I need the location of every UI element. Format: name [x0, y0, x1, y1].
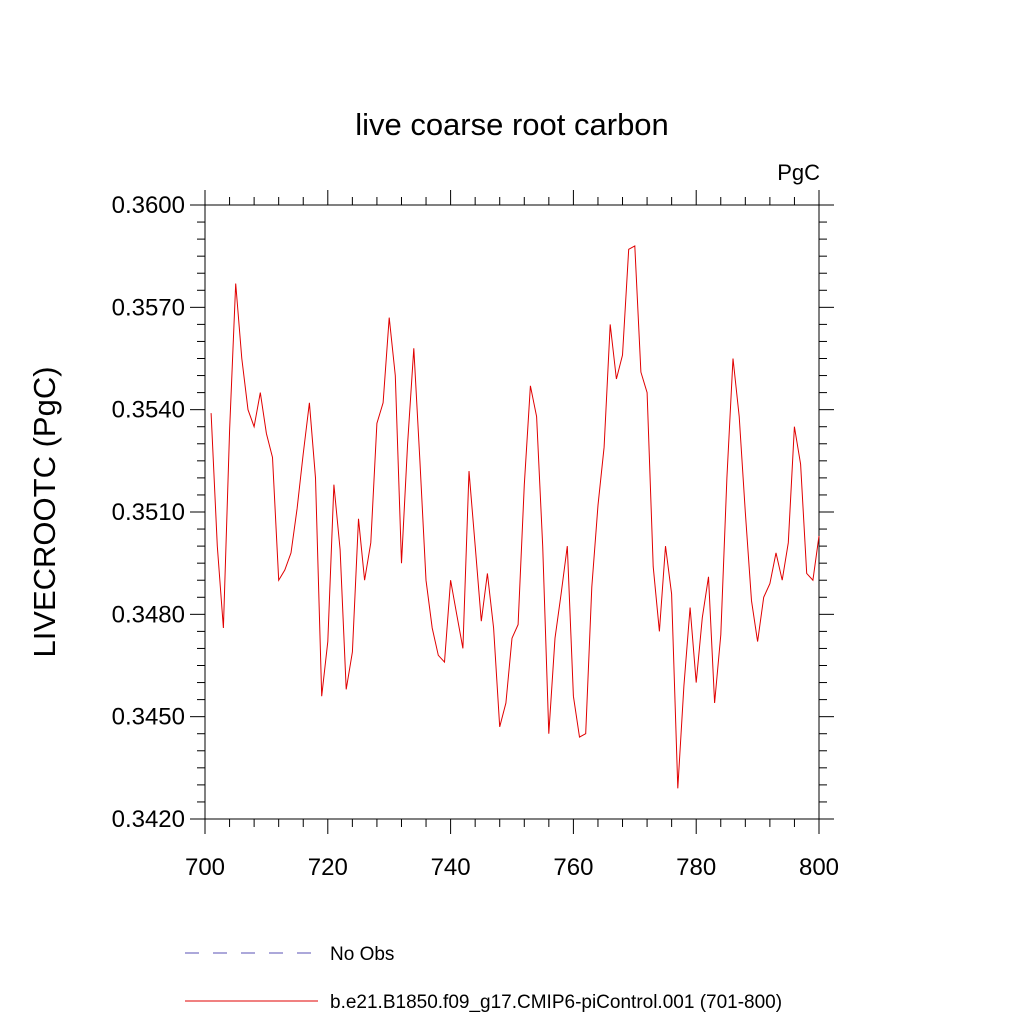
- y-tick-label: 0.3420: [112, 806, 185, 833]
- x-tick-label: 800: [799, 854, 839, 881]
- legend: No Obs b.e21.B1850.f09_g17.CMIP6-piContr…: [185, 944, 782, 1013]
- y-axis-label: LIVECROOTC (PgC): [27, 366, 62, 657]
- x-tick-label: 740: [431, 854, 471, 881]
- x-tick-label: 760: [553, 854, 593, 881]
- x-tick-label: 720: [308, 854, 348, 881]
- y-axis: 0.3420 0.3450 0.3480 0.3510 0.3540 0.3570 0.36…: [112, 192, 834, 833]
- plot-area: [204, 204, 820, 820]
- units-label: PgC: [777, 160, 820, 185]
- x-tick-label: 700: [185, 854, 225, 881]
- x-axis: 700 720 740 760 780 800: [185, 190, 839, 881]
- series-line: [210, 245, 820, 789]
- y-tick-label: 0.3570: [112, 294, 185, 321]
- legend-no-obs-label: No Obs: [330, 944, 394, 965]
- y-tick-label: 0.3540: [112, 397, 185, 424]
- y-tick-label: 0.3510: [112, 499, 185, 526]
- y-tick-label: 0.3600: [112, 192, 185, 219]
- chart-title: live coarse root carbon: [355, 107, 669, 142]
- y-tick-label: 0.3450: [112, 704, 185, 731]
- x-tick-label: 780: [676, 854, 716, 881]
- y-tick-label: 0.3480: [112, 601, 185, 628]
- legend-series-label: b.e21.B1850.f09_g17.CMIP6-piControl.001 …: [330, 992, 782, 1013]
